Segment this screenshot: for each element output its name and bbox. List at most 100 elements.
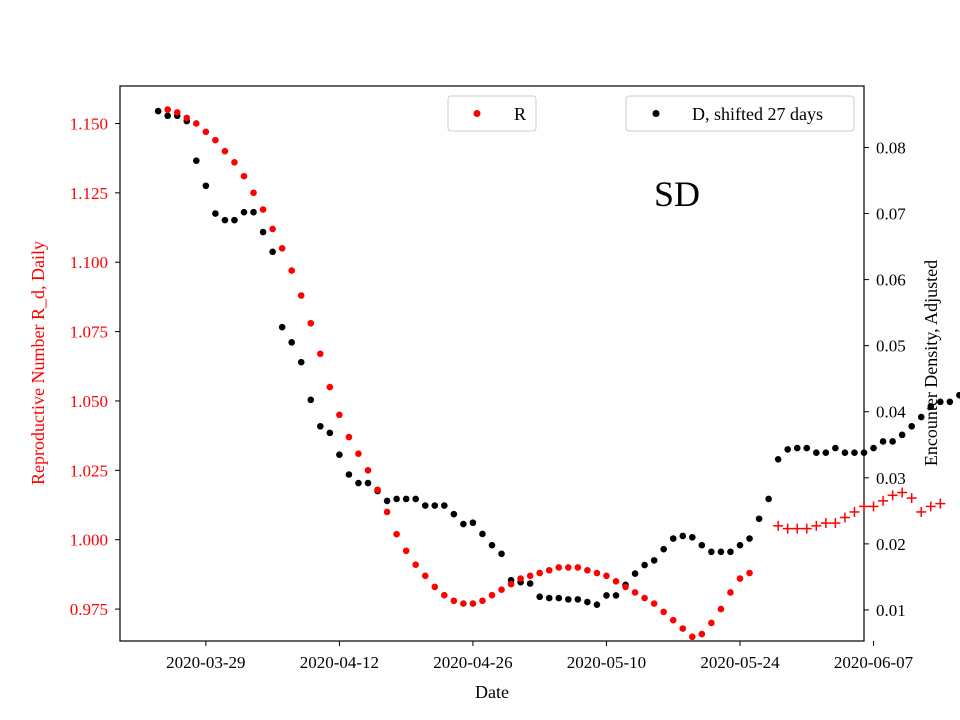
d-point: [727, 548, 734, 556]
r-point: [498, 586, 505, 593]
r-point: [469, 600, 477, 607]
r-point: [584, 566, 591, 574]
x-tick-label: 2020-05-10: [567, 653, 646, 672]
d-point: [813, 449, 820, 456]
r-point: [240, 172, 248, 180]
d-point: [584, 598, 591, 606]
d-point: [488, 541, 496, 549]
legend-d-label: D, shifted 27 days: [692, 104, 823, 124]
r-plus-point: [878, 495, 889, 506]
r-point: [479, 597, 486, 605]
y-right-tick-label: 0.01: [876, 601, 906, 620]
r-point: [393, 530, 400, 538]
r-plus-point: [887, 490, 898, 501]
d-point: [393, 495, 400, 503]
d-point: [479, 530, 486, 538]
d-point: [650, 557, 658, 564]
d-point: [536, 593, 543, 601]
r-point: [574, 564, 582, 571]
d-point: [240, 208, 248, 216]
chart-annotation: SD: [654, 174, 700, 214]
r-plus-point: [830, 518, 841, 529]
d-point: [431, 502, 439, 509]
d-point: [164, 112, 171, 120]
y-left-tick-label: 1.075: [70, 323, 108, 342]
d-point: [593, 601, 601, 608]
d-point: [326, 429, 334, 437]
r-point: [488, 591, 496, 599]
r-point: [259, 206, 267, 213]
r-point: [708, 619, 715, 627]
d-point: [689, 533, 696, 541]
r-point: [517, 575, 524, 582]
d-point: [631, 570, 639, 577]
legend-d-box: [625, 95, 855, 132]
d-point: [364, 479, 372, 487]
d-point: [469, 519, 477, 527]
d-point: [307, 396, 315, 404]
y-right-tick-label: 0.06: [876, 271, 906, 290]
r-point: [317, 350, 324, 358]
r-point: [612, 578, 620, 585]
r-point: [679, 625, 687, 632]
r-point: [364, 467, 372, 474]
d-point: [383, 497, 391, 505]
legend-d-marker: [652, 110, 660, 117]
d-point: [765, 495, 772, 503]
r-plus-point: [868, 501, 879, 512]
r-point: [231, 159, 238, 166]
d-point: [545, 594, 553, 602]
r-point: [183, 114, 191, 122]
d-point: [803, 444, 811, 452]
d-point: [565, 596, 572, 603]
d-point: [889, 438, 896, 445]
d-point: [441, 502, 448, 509]
r-plus-point: [820, 518, 831, 529]
legend-r: R: [447, 95, 537, 132]
r-plus-point: [773, 520, 784, 531]
d-point: [555, 594, 563, 602]
x-tick-label: 2020-04-12: [300, 653, 379, 672]
r-plus-point: [859, 501, 869, 512]
d-point: [822, 449, 830, 456]
r-point: [603, 572, 610, 580]
y-left-tick-label: 1.125: [70, 184, 108, 203]
r-point: [565, 564, 572, 571]
d-point: [345, 471, 353, 478]
r-point: [421, 572, 429, 580]
d-point: [269, 248, 276, 256]
d-point: [669, 535, 677, 542]
x-axis-label: Date: [475, 682, 509, 702]
d-point: [612, 592, 620, 599]
d-point: [946, 398, 954, 406]
r-point: [374, 486, 381, 494]
r-point: [669, 616, 677, 624]
r-point: [698, 630, 706, 638]
d-point: [956, 391, 960, 399]
r-point: [212, 136, 219, 144]
r-point: [402, 547, 410, 555]
r-plus-point: [916, 506, 927, 517]
r-point: [383, 508, 391, 516]
d-point: [278, 323, 286, 331]
series-r-plus-markers: [773, 487, 946, 534]
d-point: [937, 398, 944, 406]
d-point: [297, 358, 305, 366]
d-point: [736, 541, 744, 549]
y-right-tick-label: 0.04: [876, 403, 906, 422]
y-left-tick-label: 1.150: [70, 114, 108, 133]
y-axis-left-label: Reproductive Number R_d, Daily: [28, 241, 48, 485]
d-point: [660, 545, 667, 553]
r-point: [441, 591, 448, 599]
r-point: [746, 569, 753, 577]
y-left-tick-label: 1.050: [70, 392, 108, 411]
r-point: [660, 608, 667, 616]
r-point: [221, 147, 229, 155]
d-point: [250, 208, 257, 216]
d-point: [259, 228, 267, 236]
d-point: [927, 403, 935, 410]
x-tick-label: 2020-05-24: [700, 653, 780, 672]
d-point: [908, 422, 915, 430]
d-point: [526, 580, 534, 587]
d-point: [402, 495, 410, 503]
